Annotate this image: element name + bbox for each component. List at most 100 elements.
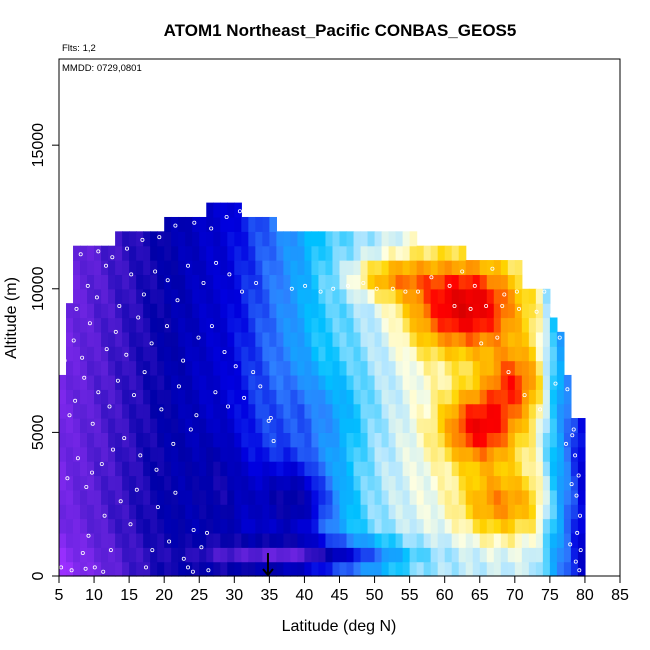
heatmap-cell	[185, 475, 193, 491]
heatmap-cell	[486, 532, 495, 548]
heatmap-cell	[521, 331, 530, 347]
heatmap-cell	[304, 532, 313, 548]
heatmap-cell	[87, 403, 95, 419]
heatmap-cell	[136, 461, 144, 477]
heatmap-cell	[136, 532, 144, 548]
heatmap-cell	[269, 446, 277, 462]
heatmap-cell	[514, 461, 523, 477]
heatmap-cell	[423, 532, 432, 548]
heatmap-cell	[423, 360, 432, 376]
heatmap-cell	[87, 432, 95, 448]
heatmap-cell	[136, 475, 144, 491]
heatmap-cell	[122, 547, 130, 563]
heatmap-cell	[199, 303, 207, 319]
heatmap-cell	[129, 446, 137, 462]
heatmap-cell	[66, 446, 74, 462]
heatmap-cell	[276, 231, 284, 247]
heatmap-cell	[143, 346, 151, 362]
heatmap-cell	[241, 231, 249, 247]
heatmap-cell	[171, 403, 179, 419]
heatmap-cell	[472, 561, 481, 577]
heatmap-cell	[430, 403, 439, 419]
heatmap-cell	[514, 260, 523, 276]
heatmap-cell	[129, 360, 137, 376]
heatmap-cell	[360, 561, 369, 577]
heatmap-cell	[213, 561, 221, 577]
heatmap-cell	[402, 303, 411, 319]
heatmap-cell	[290, 418, 299, 433]
heatmap-cell	[549, 532, 558, 548]
heatmap-cell	[521, 288, 530, 304]
heatmap-cell	[136, 317, 144, 333]
heatmap-cell	[220, 561, 228, 577]
sample-point	[577, 568, 582, 573]
heatmap-cell	[493, 532, 502, 548]
heatmap-cell	[248, 532, 256, 548]
heatmap-cell	[353, 346, 362, 362]
sample-point	[90, 421, 95, 426]
heatmap-cell	[220, 504, 228, 520]
heatmap-cell	[143, 274, 151, 290]
heatmap-cell	[227, 303, 235, 319]
heatmap-cell	[199, 532, 207, 548]
heatmap-cell	[199, 446, 207, 462]
heatmap-cell	[178, 532, 186, 548]
heatmap-cell	[500, 418, 509, 433]
heatmap-cell	[66, 518, 74, 534]
sample-point	[136, 315, 141, 320]
heatmap-cell	[101, 389, 109, 405]
heatmap-cell	[115, 504, 123, 520]
heatmap-cell	[493, 303, 502, 319]
heatmap-cell	[458, 504, 467, 520]
heatmap-cell	[318, 475, 327, 491]
heatmap-cell	[171, 346, 179, 362]
sample-point	[199, 545, 204, 550]
heatmap-cell	[430, 446, 439, 462]
sample-point	[573, 559, 578, 564]
heatmap-cell	[122, 288, 130, 304]
heatmap-cell	[269, 274, 277, 290]
heatmap-cell	[87, 288, 95, 304]
heatmap-cell	[115, 532, 123, 548]
heatmap-cell	[311, 446, 320, 462]
heatmap-cell	[514, 374, 523, 390]
feature-marker	[262, 553, 274, 577]
heatmap-cell	[507, 374, 516, 390]
heatmap-cell	[542, 532, 551, 548]
heatmap-cell	[262, 216, 270, 232]
heatmap-cell	[185, 331, 193, 347]
heatmap-cell	[262, 303, 270, 319]
heatmap-cell	[346, 547, 355, 563]
heatmap-cell	[143, 461, 151, 477]
y-axis-title: Altitude (m)	[3, 277, 20, 359]
heatmap-cell	[213, 489, 221, 505]
heatmap-cell	[472, 461, 481, 477]
heatmap-cell	[346, 532, 355, 548]
heatmap-cell	[87, 547, 95, 563]
heatmap-cell	[451, 532, 460, 548]
heatmap-cell	[115, 274, 123, 290]
heatmap-cell	[80, 374, 88, 390]
heatmap-cell	[276, 346, 284, 362]
heatmap-cell	[346, 360, 355, 376]
heatmap-cell	[514, 475, 523, 491]
heatmap-cell	[430, 360, 439, 376]
heatmap-cell	[367, 432, 376, 448]
heatmap-cell	[556, 331, 565, 347]
heatmap-cell	[444, 461, 453, 477]
heatmap-cell	[402, 504, 411, 520]
heatmap-cell	[507, 360, 516, 376]
heatmap-cell	[213, 518, 221, 534]
heatmap-cell	[66, 303, 74, 319]
heatmap-cell	[185, 432, 193, 448]
heatmap-cell	[430, 245, 439, 261]
heatmap-cell	[304, 561, 313, 577]
heatmap-cell	[290, 446, 299, 462]
heatmap-cell	[444, 489, 453, 505]
sample-point	[575, 530, 580, 535]
heatmap-cell	[409, 317, 418, 333]
heatmap-cell	[500, 374, 509, 390]
heatmap-cell	[570, 561, 579, 577]
heatmap-cell	[444, 260, 453, 276]
sample-point	[99, 461, 104, 466]
